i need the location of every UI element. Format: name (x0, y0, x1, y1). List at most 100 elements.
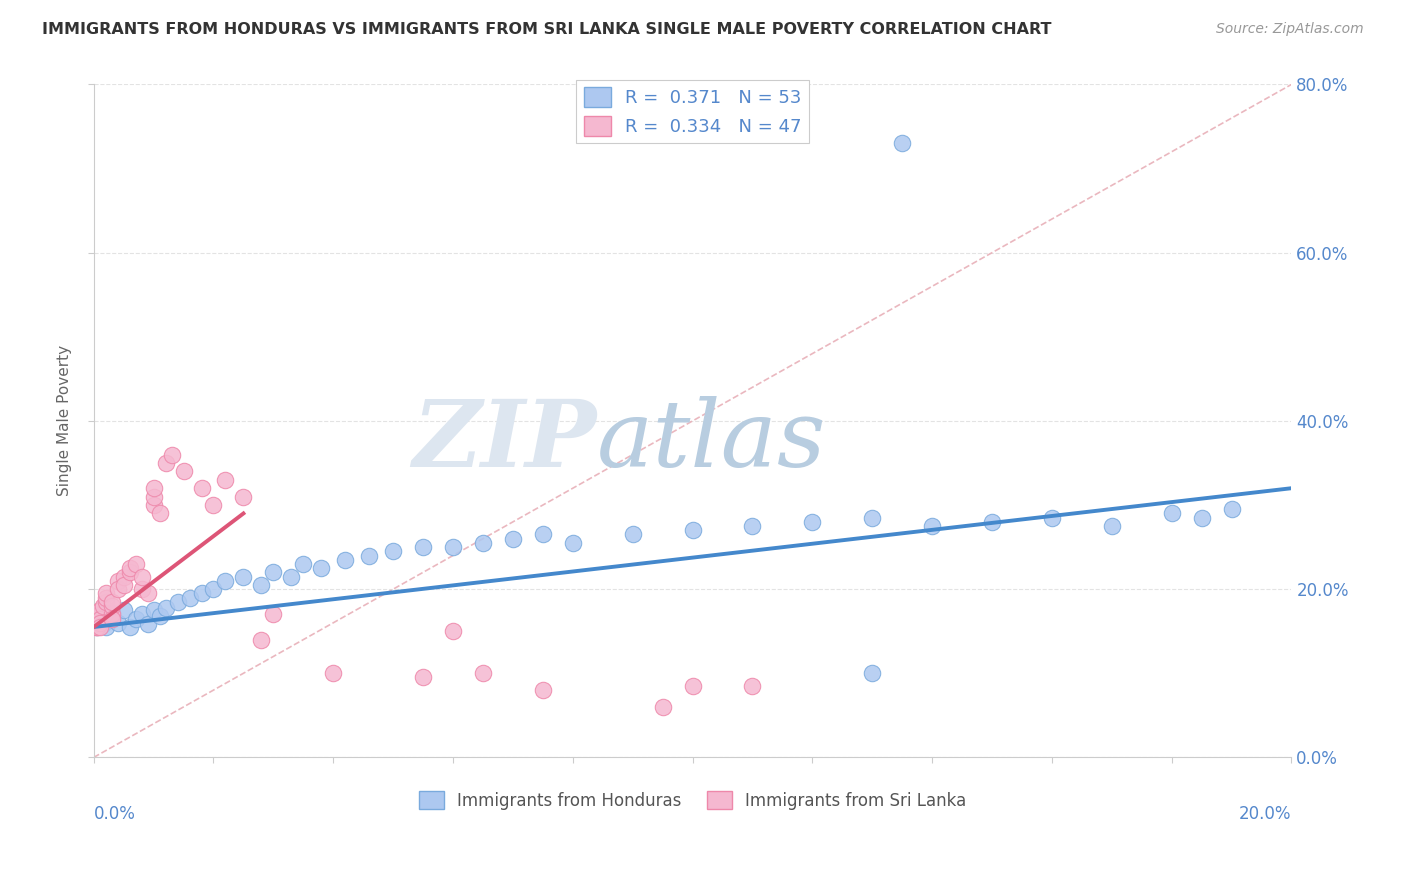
Point (682, 523, 704, 537)
Point (214, 574, 236, 588)
Point (142, 603, 165, 617)
Point (94, 586, 117, 600)
Point (441, 540, 464, 554)
Point (100, 606, 122, 620)
Point (89, 603, 111, 617)
Point (921, 519, 943, 533)
Point (531, 527, 554, 541)
Point (89, 615, 111, 630)
Point (142, 498, 165, 512)
Point (531, 683, 554, 698)
Point (136, 617, 159, 632)
Point (1160, 507, 1182, 521)
Point (801, 515, 824, 529)
Point (118, 561, 141, 575)
Point (100, 612, 122, 626)
Point (89, 612, 111, 626)
Point (86, 620, 108, 634)
Point (100, 612, 122, 626)
Point (112, 578, 135, 592)
Point (131, 582, 153, 596)
Point (100, 595, 122, 609)
Point (124, 557, 146, 571)
Point (155, 600, 177, 615)
Point (94, 614, 117, 628)
Point (166, 595, 188, 609)
Point (1191, 510, 1213, 524)
Point (84, 620, 107, 634)
Point (232, 569, 254, 583)
Point (107, 574, 129, 588)
Point (94, 609, 117, 624)
Point (89, 612, 111, 626)
Text: IMMIGRANTS FROM HONDURAS VS IMMIGRANTS FROM SRI LANKA SINGLE MALE POVERTY CORREL: IMMIGRANTS FROM HONDURAS VS IMMIGRANTS F… (42, 22, 1052, 37)
Point (232, 490, 254, 504)
Point (179, 591, 201, 605)
Point (173, 464, 195, 478)
Point (190, 481, 212, 495)
Point (142, 481, 165, 495)
Point (112, 569, 135, 583)
Point (149, 507, 172, 521)
Point (131, 569, 153, 583)
Text: atlas: atlas (596, 396, 827, 486)
Point (190, 586, 212, 600)
Point (981, 515, 1004, 529)
Text: Source: ZipAtlas.com: Source: ZipAtlas.com (1216, 22, 1364, 37)
Point (382, 544, 405, 558)
Point (91, 617, 114, 632)
Point (124, 612, 146, 626)
Point (860, 510, 883, 524)
Point (100, 599, 122, 613)
Point (741, 679, 763, 693)
Point (472, 666, 495, 681)
Point (142, 490, 165, 504)
Point (412, 671, 434, 685)
Point (94, 595, 117, 609)
Point (89, 607, 111, 622)
Point (891, 136, 914, 151)
Point (118, 566, 141, 580)
Point (441, 624, 464, 639)
Point (107, 615, 129, 630)
Point (1220, 502, 1243, 516)
Text: 0.0%: 0.0% (94, 805, 135, 822)
Point (1101, 519, 1123, 533)
Point (107, 582, 129, 596)
Point (94, 591, 117, 605)
Text: 20.0%: 20.0% (1239, 805, 1292, 822)
Point (202, 498, 225, 512)
Point (651, 700, 673, 714)
Point (335, 552, 357, 566)
Point (412, 540, 434, 554)
Point (322, 666, 344, 681)
Text: ZIP: ZIP (412, 396, 596, 486)
Point (94, 620, 117, 634)
Point (118, 620, 141, 634)
Point (561, 536, 583, 550)
Point (1040, 510, 1063, 524)
Point (131, 607, 153, 622)
Point (741, 519, 763, 533)
Point (250, 578, 273, 592)
Point (214, 473, 236, 487)
Point (262, 566, 284, 580)
Point (89, 607, 111, 622)
Point (86, 620, 108, 634)
Point (502, 532, 524, 546)
Point (149, 609, 172, 624)
Point (472, 536, 495, 550)
Point (86, 615, 108, 630)
Point (292, 557, 315, 571)
Point (202, 582, 225, 596)
Point (100, 607, 122, 622)
Point (262, 607, 284, 622)
Point (89, 615, 111, 630)
Point (136, 586, 159, 600)
Point (280, 569, 302, 583)
Legend: Immigrants from Honduras, Immigrants from Sri Lanka: Immigrants from Honduras, Immigrants fro… (412, 784, 973, 816)
Point (250, 632, 273, 647)
Point (155, 456, 177, 470)
Point (621, 527, 644, 541)
Point (112, 603, 135, 617)
